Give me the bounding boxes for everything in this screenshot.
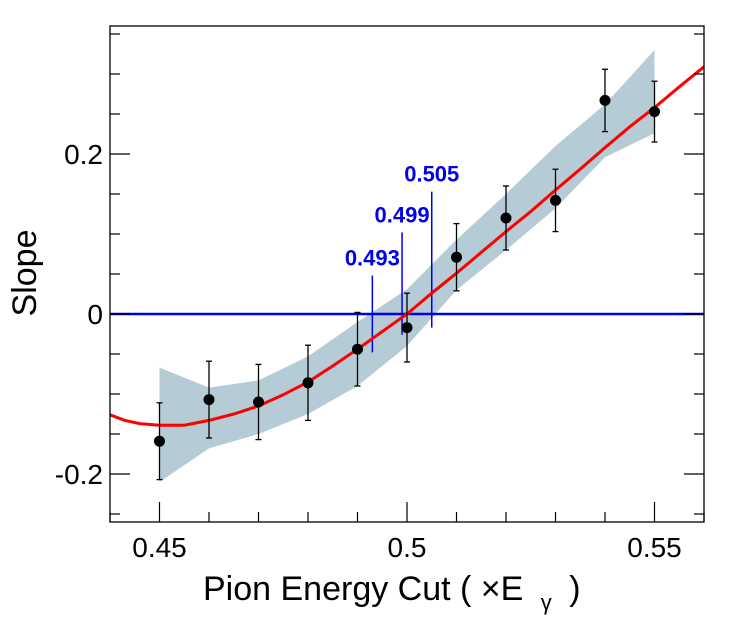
y-tick-label: 0.2 (64, 139, 103, 170)
data-point (550, 194, 561, 206)
x-axis-title-subscript: γ (541, 590, 552, 615)
data-point (154, 435, 165, 447)
data-points-layer (154, 68, 660, 481)
y-tick-label: -0.2 (55, 459, 103, 490)
x-tick-label: 0.5 (388, 532, 427, 563)
x-axis-title-close: ) (569, 570, 580, 608)
plot-frame-layer (109, 25, 705, 523)
data-point (302, 377, 314, 389)
data-point (352, 343, 363, 355)
x-axis-title: Pion Energy Cut ( ×E γ ) (203, 570, 581, 618)
data-point (253, 396, 264, 408)
y-tick-label: 0 (87, 299, 103, 330)
error-band-layer (159, 50, 655, 482)
annotation-label: 0.505 (404, 162, 459, 187)
annotation-label: 0.493 (345, 246, 400, 271)
data-point (649, 106, 660, 118)
y-axis-title: Slope (6, 230, 44, 317)
fit-curve (109, 65, 705, 427)
error-band (159, 50, 655, 482)
fit-curve-layer (109, 65, 705, 427)
data-point (203, 394, 215, 406)
x-tick-label: 0.55 (627, 532, 682, 563)
data-point (401, 322, 413, 334)
data-point (500, 212, 512, 224)
tick-labels-layer: 0.45 0.5 0.55 -0.2 0 0.2 (55, 139, 682, 563)
data-point (451, 251, 462, 263)
data-point (599, 94, 611, 106)
x-tick-label: 0.45 (132, 532, 187, 563)
annotation-label: 0.499 (375, 202, 430, 227)
x-axis-title-main: Pion Energy Cut ( ×E (203, 570, 523, 608)
